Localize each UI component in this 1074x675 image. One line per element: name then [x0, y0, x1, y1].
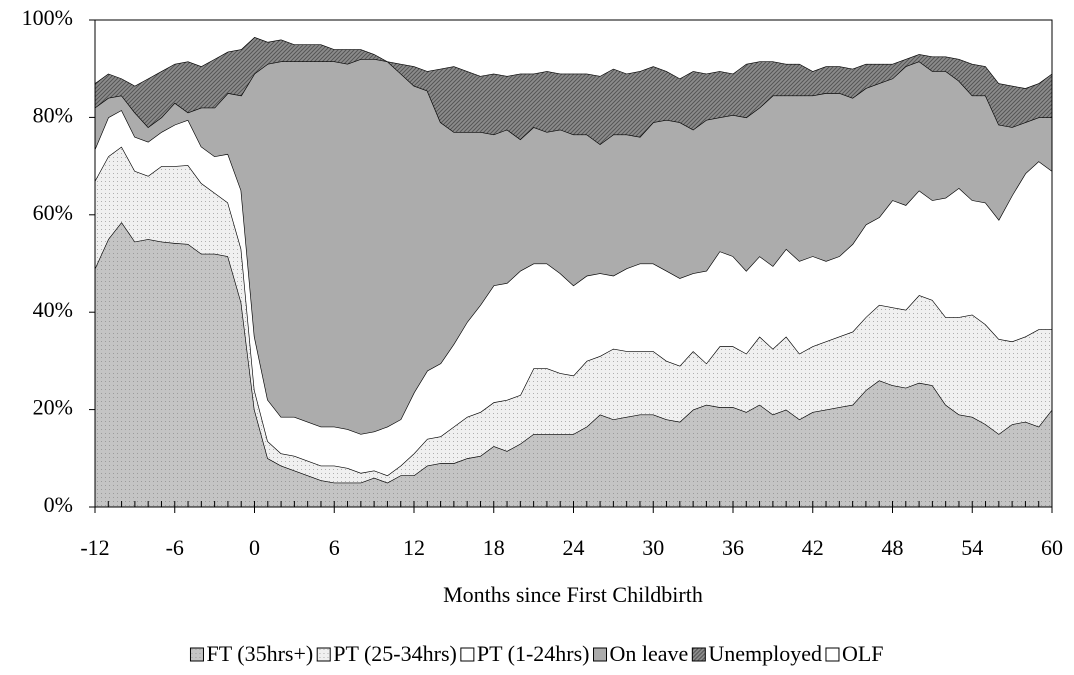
legend-item: On leave	[593, 641, 689, 666]
y-tick-label: 40%	[33, 297, 73, 322]
x-tick-label: -6	[166, 535, 184, 560]
legend: FT (35hrs+) PT (25-34hrs) PT (1-24hrs) On l…	[189, 641, 884, 666]
legend-swatch	[460, 647, 475, 662]
legend-swatch	[593, 647, 608, 662]
x-tick-label: 60	[1041, 535, 1063, 560]
x-tick-label: 24	[563, 535, 585, 560]
area	[95, 110, 1052, 476]
area	[95, 222, 1052, 508]
legend-swatch	[316, 647, 331, 662]
x-tick-label: 18	[483, 535, 505, 560]
legend-swatch	[825, 647, 840, 662]
x-tick-label: 42	[802, 535, 824, 560]
x-tick-label: -12	[80, 535, 109, 560]
legend-item: PT (25-34hrs)	[316, 641, 457, 666]
x-tick-label: 0	[249, 535, 260, 560]
x-tick-label: 30	[642, 535, 664, 560]
legend-swatch	[691, 647, 706, 662]
y-tick-label: 60%	[33, 200, 73, 225]
x-tick-label: 12	[403, 535, 425, 560]
x-tick-label: 36	[722, 535, 744, 560]
legend-label: PT (1-24hrs)	[477, 641, 590, 666]
legend-label: On leave	[610, 641, 689, 666]
legend-item: FT (35hrs+)	[189, 641, 313, 666]
y-tick-label: 0%	[44, 492, 73, 517]
area	[95, 20, 1052, 89]
x-axis-title: Months since First Childbirth	[443, 582, 703, 607]
plot-area	[94, 20, 1053, 508]
y-tick-label: 80%	[33, 102, 73, 127]
legend-item: Unemployed	[691, 641, 822, 666]
legend-label: Unemployed	[708, 641, 822, 666]
y-tick-label: 100%	[22, 5, 73, 30]
x-tick-label: 48	[882, 535, 904, 560]
legend-swatch	[189, 647, 204, 662]
y-tick-label: 20%	[33, 395, 73, 420]
area	[95, 58, 1052, 434]
legend-item: OLF	[825, 641, 884, 666]
area	[95, 146, 1052, 483]
legend-item: PT (1-24hrs)	[460, 641, 590, 666]
legend-label: FT (35hrs+)	[206, 641, 313, 666]
area	[95, 37, 1052, 145]
x-tick-label: 6	[329, 535, 340, 560]
x-tick-label: 54	[961, 535, 983, 560]
legend-label: PT (25-34hrs)	[333, 641, 457, 666]
legend-label: OLF	[842, 641, 884, 666]
